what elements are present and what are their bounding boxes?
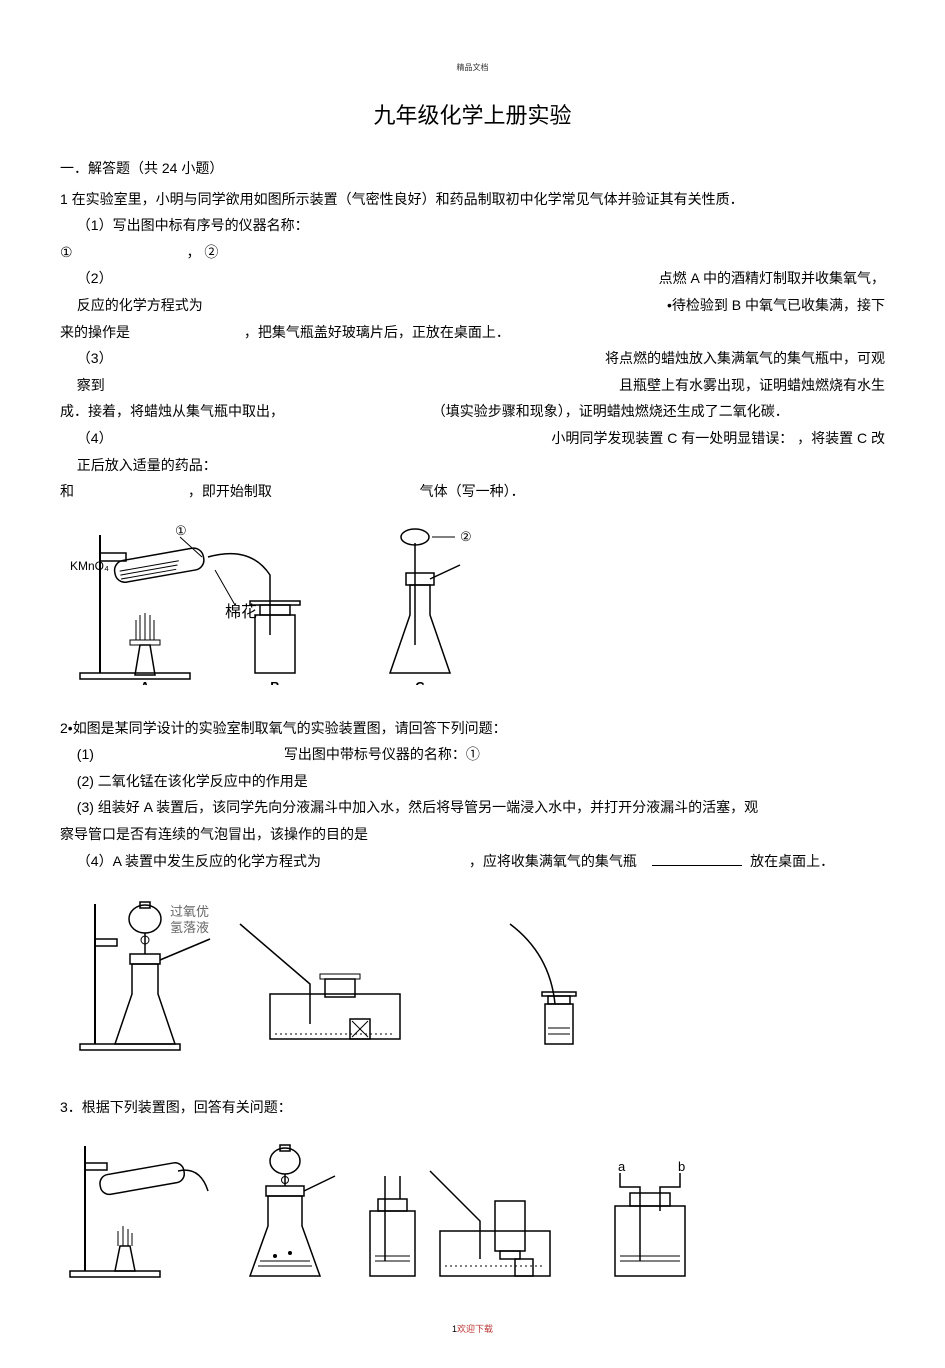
- num2: ②: [460, 529, 472, 544]
- q1-p3-left: （3）: [60, 345, 113, 372]
- q1-figure: KMnO₄ 棉花 ① A B ② C: [60, 515, 885, 685]
- q1-p3b-right: 且瓶壁上有水雾出现，证明蜡烛燃烧有水生: [619, 372, 885, 399]
- q1-p4-left: （4）: [60, 425, 113, 452]
- q1-p2b-right: •待检验到 B 中氧气已收集满，接下: [667, 292, 885, 319]
- num1: ①: [175, 523, 187, 538]
- q1-p1-marks: ① ， ②: [60, 239, 885, 266]
- q2-p4-a: （4）A 装置中发生反应的化学方程式为: [77, 853, 321, 869]
- liquid-label-a: 过氧优: [170, 904, 209, 919]
- section-heading: 一．解答题（共 24 小题）: [60, 155, 885, 182]
- q1-p1: （1）写出图中标有序号的仪器名称：: [60, 212, 885, 239]
- q2-p1-a: (1): [60, 741, 280, 768]
- q1-p4b: 正后放入适量的药品：: [60, 452, 885, 479]
- q2-stem: 2•如图是某同学设计的实验室制取氧气的实验装置图，请回答下列问题：: [60, 715, 885, 742]
- svg-text:C: C: [415, 679, 425, 685]
- q1-p4-right: 小明同学发现装置 C 有一处明显错误： ，将装置 C 改: [551, 425, 885, 452]
- q1-p3: （3） 将点燃的蜡烛放入集满氧气的集气瓶中，可观: [60, 345, 885, 372]
- q2-p4: （4）A 装置中发生反应的化学方程式为 ，应将收集满氧气的集气瓶 放在桌面上．: [60, 848, 885, 875]
- sep: ，: [186, 244, 200, 260]
- q1-p2c-a: 来的操作是: [60, 324, 130, 340]
- svg-text:A: A: [140, 679, 150, 685]
- tiny-header: 精品文档: [60, 60, 885, 75]
- kmno4-label: KMnO₄: [70, 559, 109, 573]
- page-footer: 1欢迎下载: [60, 1321, 885, 1338]
- q1-p3-right: 将点燃的蜡烛放入集满氧气的集气瓶中，可观: [605, 345, 885, 372]
- q2-p3: (3) 组装好 A 装置后，该同学先向分液漏斗中加入水，然后将导管另一端浸入水中…: [60, 794, 885, 821]
- q1-p2b-left: 反应的化学方程式为: [60, 292, 203, 319]
- q1-p3c: 成．接着，将蜡烛从集气瓶中取出， （填实验步骤和现象），证明蜡烛燃烧还生成了二氧…: [60, 398, 885, 425]
- q1-p2: （2） 点燃 A 中的酒精灯制取并收集氧气，: [60, 265, 885, 292]
- mark-1: ①: [60, 244, 73, 260]
- q1-p4c-b: ，即开始制取: [188, 483, 272, 499]
- mark-2: ②: [204, 244, 218, 260]
- page-title: 九年级化学上册实验: [60, 95, 885, 137]
- q1-p2-right: 点燃 A 中的酒精灯制取并收集氧气，: [659, 265, 885, 292]
- q1-p2c-b: ，把集气瓶盖好玻璃片后，正放在桌面上．: [244, 324, 510, 340]
- svg-text:B: B: [270, 679, 279, 685]
- q1-p3c-b: （填实验步骤和现象），证明蜡烛燃烧还生成了二氧化碳．: [432, 403, 789, 419]
- q1-p4: （4） 小明同学发现装置 C 有一处明显错误： ，将装置 C 改: [60, 425, 885, 452]
- q1-p2c: 来的操作是 ，把集气瓶盖好玻璃片后，正放在桌面上．: [60, 319, 885, 346]
- liquid-label-b: 氢落液: [170, 920, 209, 935]
- q1-p2b: 反应的化学方程式为 •待检验到 B 中氧气已收集满，接下: [60, 292, 885, 319]
- q2-p1: (1) 写出图中带标号仪器的名称：①: [60, 741, 885, 768]
- q2-p4-c: 放在桌面上．: [750, 853, 834, 869]
- footer-text: 欢迎下载: [457, 1324, 493, 1334]
- q1-p2-left: （2）: [60, 265, 113, 292]
- q1-p3c-a: 成．接着，将蜡烛从集气瓶中取出，: [60, 403, 284, 419]
- q2-p1-b: 写出图中带标号仪器的名称：①: [284, 746, 480, 762]
- q2-p4-b: ，应将收集满氧气的集气瓶: [469, 853, 637, 869]
- q1-p4c-c: 气体（写一种）．: [420, 483, 525, 499]
- label-b: b: [678, 1159, 685, 1174]
- label-a: a: [618, 1159, 626, 1174]
- q1-p3b-left: 察到: [60, 372, 105, 399]
- q1-p4c: 和 ，即开始制取 气体（写一种）．: [60, 478, 885, 505]
- q1-p3b: 察到 且瓶壁上有水雾出现，证明蜡烛燃烧有水生: [60, 372, 885, 399]
- q1-stem: 1 在实验室里，小明与同学欲用如图所示装置（气密性良好）和药品制取初中化学常见气…: [60, 186, 885, 213]
- q2-p3b: 察导管口是否有连续的气泡冒出，该操作的目的是: [60, 821, 885, 848]
- q1-p4c-a: 和: [60, 483, 74, 499]
- q2-p2: (2) 二氧化锰在该化学反应中的作用是: [60, 768, 885, 795]
- q2-figure: 过氧优 氢落液: [60, 884, 885, 1064]
- q3-title: 3．根据下列装置图，回答有关问题：: [60, 1094, 885, 1121]
- q3-figure: a b: [60, 1131, 885, 1291]
